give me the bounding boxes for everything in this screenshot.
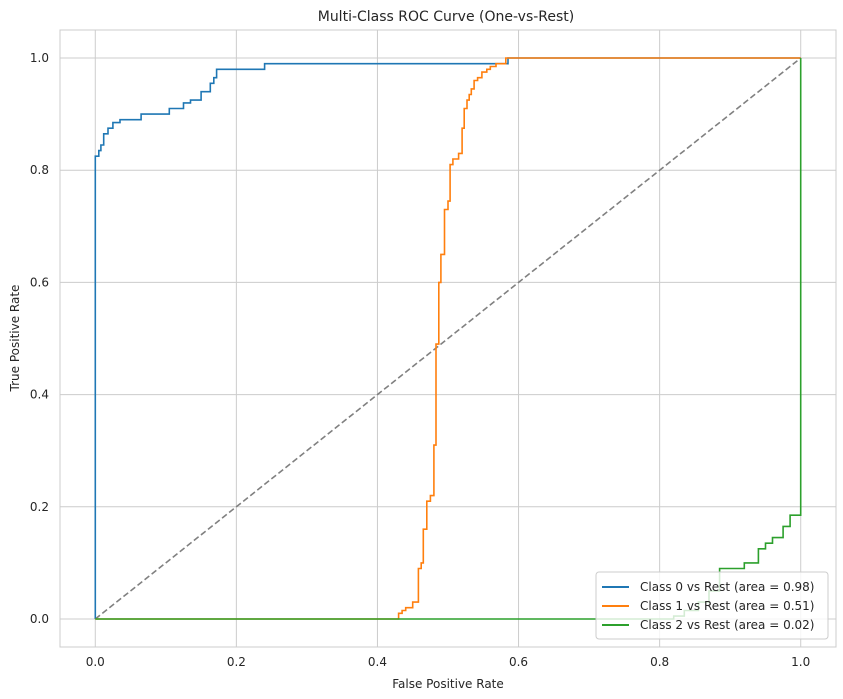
x-tick-label: 0.2 (227, 655, 246, 669)
y-tick-labels: 0.0 0.2 0.4 0.6 0.8 1.0 (30, 51, 49, 626)
legend-label-class-1: Class 1 vs Rest (area = 0.51) (640, 599, 814, 613)
roc-line-class-1 (95, 57, 801, 620)
x-tick-label: 0.0 (86, 655, 105, 669)
y-tick-label: 0.6 (30, 275, 49, 289)
x-tick-label: 0.4 (368, 655, 387, 669)
x-tick-label: 0.8 (650, 655, 669, 669)
legend-box (595, 571, 829, 640)
chart-title: Multi-Class ROC Curve (One-vs-Rest) (318, 9, 575, 25)
legend-label-class-2: Class 2 vs Rest (area = 0.02) (640, 618, 814, 632)
y-tick-label: 0.0 (30, 612, 49, 626)
y-tick-label: 0.8 (30, 163, 49, 177)
x-tick-label: 1.0 (791, 655, 810, 669)
legend: Class 0 vs Rest (area = 0.98) Class 1 vs… (595, 571, 829, 640)
y-axis-label: True Positive Rate (8, 285, 22, 393)
x-axis-label: False Positive Rate (392, 677, 504, 691)
x-tick-label: 0.6 (509, 655, 528, 669)
y-tick-label: 0.2 (30, 500, 49, 514)
y-tick-label: 0.4 (30, 388, 49, 402)
x-tick-labels: 0.0 0.2 0.4 0.6 0.8 1.0 (86, 655, 811, 669)
roc-line-class-0 (94, 57, 801, 619)
random-chance-line (94, 57, 802, 620)
y-tick-label: 1.0 (30, 51, 49, 65)
legend-label-class-0: Class 0 vs Rest (area = 0.98) (640, 580, 814, 594)
